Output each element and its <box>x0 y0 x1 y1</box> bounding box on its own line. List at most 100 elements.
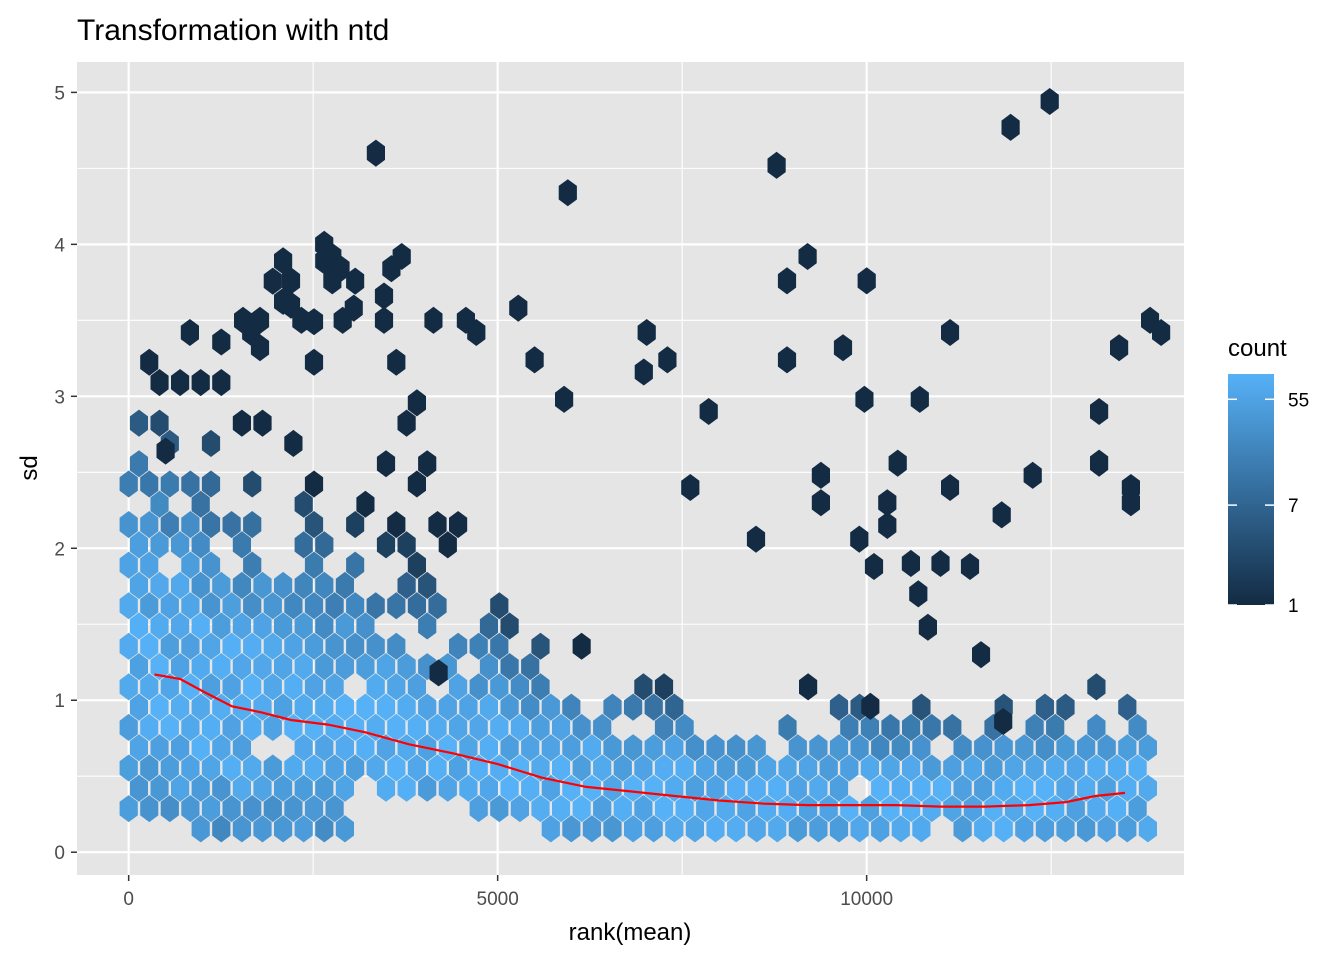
hexbin-cell <box>304 551 324 579</box>
hexbin-cell <box>325 754 344 782</box>
hexbin-cell <box>747 734 766 762</box>
hexbin-cell <box>253 653 272 681</box>
hexbin-cell <box>315 571 334 599</box>
hexbin-cell <box>510 754 529 782</box>
hexbin-outlier <box>658 346 677 374</box>
hexbin-cell <box>407 389 426 417</box>
hexbin-cell <box>171 774 190 802</box>
hexbin-cell <box>768 774 787 802</box>
hexbin-cell <box>953 734 972 762</box>
hexbin-cell <box>335 815 354 843</box>
hexbin-cell <box>315 734 334 762</box>
hexbin-cell <box>232 815 251 843</box>
hexbin-cell <box>1046 754 1065 782</box>
hexbin-cell <box>778 754 797 782</box>
hexbin-cell <box>150 571 169 599</box>
hexbin-cell <box>1087 754 1106 782</box>
hexbin-cell <box>253 409 272 437</box>
hexbin-cell <box>469 632 488 660</box>
hexbin-cell <box>160 511 179 539</box>
hexbin-cell <box>562 774 581 802</box>
hexbin-cell <box>181 713 200 741</box>
hexbin-cell <box>387 673 406 701</box>
hexbin-cell <box>490 713 509 741</box>
hexbin-cell <box>160 592 179 620</box>
hexbin-cell <box>335 774 354 802</box>
hexbin-cell <box>665 734 684 762</box>
hexbin-cell <box>407 673 426 701</box>
hexbin-cell <box>212 571 231 599</box>
hexbin-cell <box>654 754 674 782</box>
hexbin-cell <box>1118 815 1137 843</box>
hexbin-cell <box>356 653 375 681</box>
hexbin-cell <box>943 754 962 782</box>
hexbin-cell <box>881 754 900 782</box>
hexbin-cell <box>974 774 993 802</box>
hexbin-outlier <box>374 306 394 334</box>
hexbin-cell <box>438 693 457 721</box>
hexbin-cell <box>665 815 684 843</box>
hexbin-cell <box>119 551 138 579</box>
hexbin-cell <box>304 511 324 539</box>
hexbin-cell <box>881 795 900 823</box>
hexbin-outlier <box>699 398 718 425</box>
hexbin-cell <box>274 247 293 275</box>
hexbin-outlier <box>864 553 884 580</box>
hexbin-cell <box>201 632 221 660</box>
legend: count 55 7 1 <box>1228 335 1309 617</box>
hexbin-cell <box>685 734 704 762</box>
legend-ticks: 55 7 1 <box>1228 390 1309 617</box>
hexbin-cell <box>232 734 251 762</box>
hexbin-outlier <box>960 553 980 580</box>
hexbin-cell <box>150 774 169 802</box>
y-tick-label: 2 <box>54 539 65 560</box>
hexbin-cell <box>263 754 282 782</box>
hexbin-cell <box>1118 693 1137 721</box>
hexbin-cell <box>171 571 190 599</box>
hexbin-cell <box>304 632 324 660</box>
hexbin-cell <box>407 713 426 741</box>
hexbin-cell <box>222 713 241 741</box>
hexbin-cell <box>356 734 375 762</box>
hexbin-cell <box>387 754 406 782</box>
hexbin-outlier <box>1023 461 1042 489</box>
hexbin-cell <box>490 795 509 823</box>
hexbin-cell <box>222 592 241 620</box>
hexbin-cell <box>644 693 663 721</box>
hexbin-cell <box>119 795 138 823</box>
hexbin-cell <box>160 470 179 498</box>
hexbin-cell <box>593 795 612 823</box>
hexbin-cell <box>634 673 653 701</box>
hexbin-cell <box>1035 815 1054 843</box>
hexbin-cell <box>521 734 540 762</box>
hexbin-cell <box>201 511 221 539</box>
hexbin-cell <box>469 795 488 823</box>
hexbin-cell <box>129 653 148 681</box>
hexbin-cell <box>428 592 447 620</box>
hexbin-cell <box>665 693 684 721</box>
hexbin-outlier <box>811 489 830 517</box>
hexbin-cell <box>1035 774 1054 802</box>
hexbin-outlier <box>901 549 920 577</box>
hexbin-cell <box>315 612 334 640</box>
hexbin-cell <box>531 713 550 741</box>
hexbin-cell <box>490 632 509 660</box>
hexbin-cell <box>129 612 148 640</box>
hexbin-cell <box>428 713 447 741</box>
hexbin-cell <box>1087 795 1106 823</box>
hexbin-cell <box>654 713 674 741</box>
hexbin-cell <box>201 470 221 498</box>
hexbin-outlier <box>637 319 656 346</box>
hexbin-outlier <box>392 243 411 270</box>
hexbin-cell <box>541 734 560 762</box>
hexbin-cell <box>1077 734 1096 762</box>
hexbin-cell <box>376 774 396 802</box>
hexbin-cell <box>140 511 159 539</box>
hexbin-cell <box>294 815 313 843</box>
hexbin-cell <box>1138 734 1157 762</box>
hexbin-cell <box>479 734 499 762</box>
hexbin-cell <box>582 815 601 843</box>
hexbin-cell <box>181 592 200 620</box>
hexbin-cell <box>778 713 797 741</box>
hexbin-cell <box>541 693 560 721</box>
